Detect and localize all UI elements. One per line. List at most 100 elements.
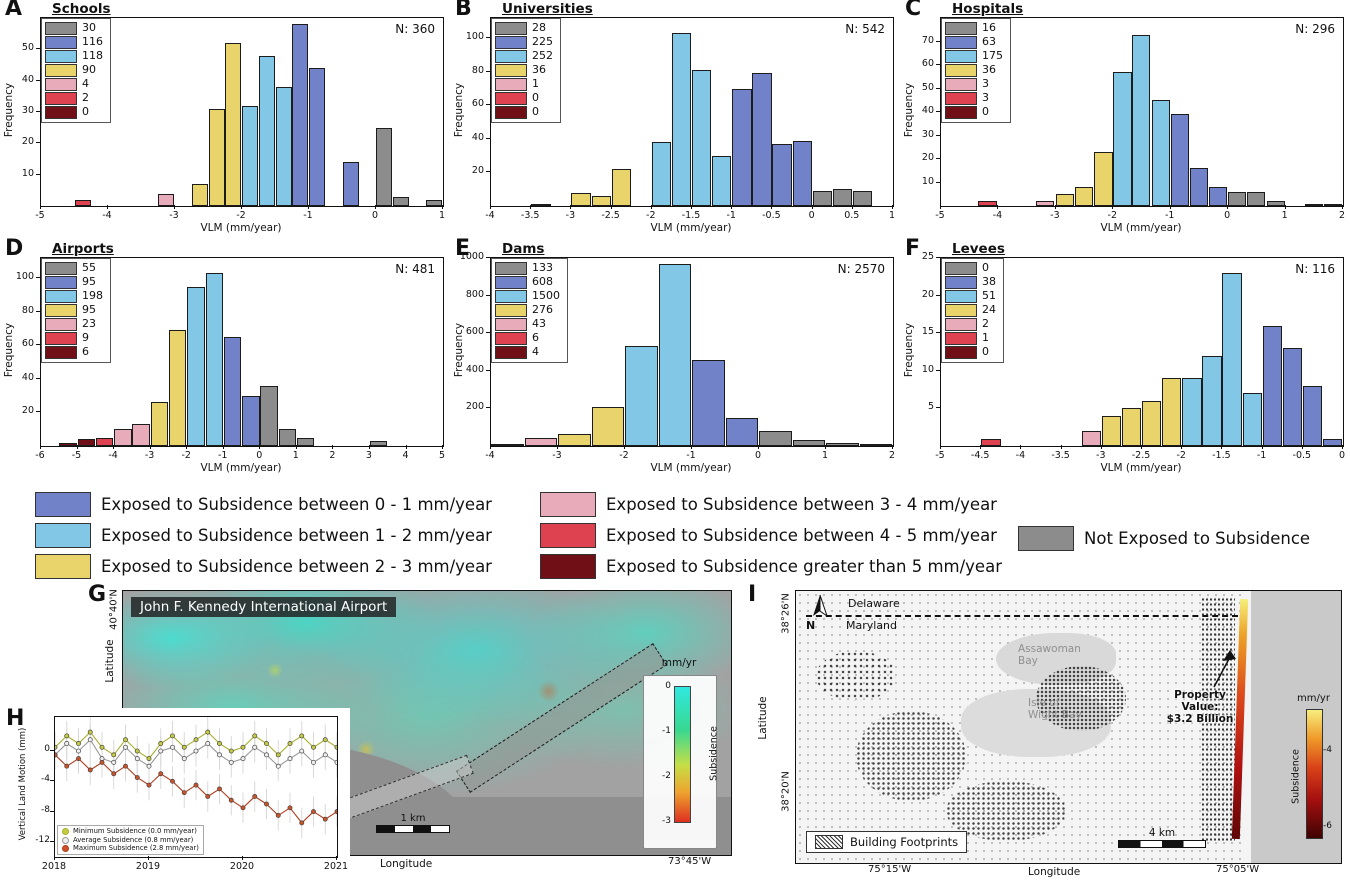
histogram-bar: [1324, 203, 1343, 206]
x-tick-mark: [1112, 205, 1114, 209]
histogram-bar: [258, 55, 275, 206]
legend-row: 175: [945, 50, 1003, 63]
y-tick-label: 50: [21, 42, 34, 54]
histogram-bar: [1055, 194, 1075, 206]
exposure-legend-swatch: [540, 554, 596, 579]
panel-letter-G: G: [88, 582, 107, 607]
x-tick-mark: [1261, 445, 1263, 449]
i-y-tick-label: 38°20'N: [780, 771, 792, 812]
legend-row: 608: [495, 276, 560, 289]
scale-bar: [376, 825, 450, 833]
y-axis-label: Frequency: [903, 322, 915, 378]
vlm-y-tick: [50, 780, 54, 782]
legend-count: 1: [532, 77, 539, 91]
histogram-bar: [292, 24, 309, 206]
x-tick-label: 5: [438, 450, 446, 461]
coastal-buildings: [1201, 597, 1235, 843]
exposure-legend-swatch: [35, 523, 91, 548]
vlm-legend-row: Minimum Subsidence (0.0 mm/year): [62, 827, 199, 836]
histogram-bar: [1081, 431, 1102, 446]
x-tick-mark: [76, 445, 78, 449]
x-tick-label: -4: [1015, 450, 1026, 461]
panel-letter: F: [905, 236, 921, 261]
y-tick-label: 40: [921, 105, 934, 116]
histogram-bar: [978, 201, 997, 206]
x-tick-mark: [332, 445, 334, 449]
footprints-label: Building Footprints: [850, 835, 959, 849]
panel-letter: C: [905, 0, 922, 21]
histogram-bar: [591, 406, 625, 446]
sample-count-label: N: 2570: [837, 262, 885, 276]
histogram-bar: [558, 433, 591, 446]
histogram-bar: [812, 190, 832, 206]
legend-swatch: [45, 36, 77, 49]
histogram-bar: [1074, 187, 1094, 206]
plot-area: N: 542 28 225 252 36 1 0 0: [490, 17, 894, 207]
y-tick-label: 100: [465, 31, 484, 43]
legend-swatch: [45, 290, 77, 303]
x-tick-mark: [375, 205, 376, 209]
vlm-x-tick-label: 2018: [41, 861, 67, 872]
legend-count: 252: [532, 49, 553, 63]
plot-area: N: 360 30 116 118 90 4 2 0: [40, 17, 444, 207]
panel-count-legend: 30 116 118 90 4 2 0: [41, 18, 111, 123]
y-tick-mark: [36, 310, 40, 312]
x-tick-mark: [174, 205, 175, 209]
legend-count: 225: [532, 35, 553, 49]
legend-count: 3: [982, 91, 989, 105]
exposure-legend-swatch: [540, 492, 596, 517]
i-y-tick-label: 38°26'N: [780, 593, 792, 634]
legend-count: 95: [82, 275, 96, 289]
x-tick-label: 1: [438, 210, 446, 221]
panel-count-legend: 28 225 252 36 1 0 0: [491, 18, 561, 123]
x-tick-mark: [1301, 445, 1303, 449]
y-tick-mark: [936, 111, 940, 112]
histogram-bar: [491, 444, 524, 446]
legend-count: 90: [82, 63, 96, 77]
property-value-annotation: Property Value: $3.2 Billion: [1154, 689, 1246, 725]
x-tick-label: 1: [1281, 210, 1288, 221]
x-tick-mark: [107, 205, 108, 209]
y-tick-mark: [936, 158, 940, 159]
y-tick-label: 40: [21, 73, 34, 85]
panel-count-legend: 133 608 1500 276 43 6 4: [491, 258, 568, 363]
legend-swatch: [45, 304, 77, 317]
x-tick-mark: [186, 445, 188, 449]
legend-count: 23: [82, 317, 96, 331]
histogram-bar: [712, 155, 732, 206]
legend-row: 3: [945, 78, 1003, 91]
histogram-bar: [187, 286, 205, 446]
vlm-series-svg: [52, 717, 340, 839]
legend-row: 43: [495, 318, 560, 331]
g-x-tick-label: 73°45'W: [668, 856, 712, 867]
legend-count: 38: [982, 275, 996, 289]
legend-row: 0: [495, 106, 553, 119]
vlm-x-tick: [54, 856, 55, 860]
vlm-x-tick: [336, 856, 337, 860]
vlm-y-tick-label: -8: [41, 804, 50, 815]
y-axis-label: Frequency: [453, 322, 465, 378]
vlm-x-tick-label: 2020: [229, 861, 255, 872]
legend-row: 36: [945, 64, 1003, 77]
legend-swatch: [495, 290, 527, 303]
y-tick-label: 600: [465, 326, 484, 338]
histogram-bar: [1228, 191, 1247, 206]
x-tick-label: -3.5: [1051, 450, 1070, 461]
x-tick-label: -6: [35, 450, 45, 461]
histogram-bar: [205, 273, 224, 446]
exposure-legend-item: Exposed to Subsidence between 0 - 1 mm/y…: [35, 492, 492, 517]
histogram-bar: [772, 143, 792, 206]
legend-row: 4: [495, 346, 560, 359]
isle-of-wight-bay-label: Isle of Wight Bay: [1028, 697, 1082, 721]
x-tick-label: 0: [256, 450, 263, 461]
x-tick-mark: [691, 445, 692, 449]
y-tick-mark: [36, 173, 40, 175]
jfk-colorbar-units: mm/yr: [661, 657, 697, 669]
exposure-legend-label: Exposed to Subsidence between 1 - 2 mm/y…: [101, 526, 492, 545]
legend-swatch: [495, 64, 527, 77]
x-tick-label: 0: [754, 450, 762, 461]
histogram-bar: [342, 162, 359, 206]
x-tick-mark: [892, 205, 893, 209]
legend-swatch: [45, 92, 77, 105]
legend-count: 0: [532, 91, 539, 105]
